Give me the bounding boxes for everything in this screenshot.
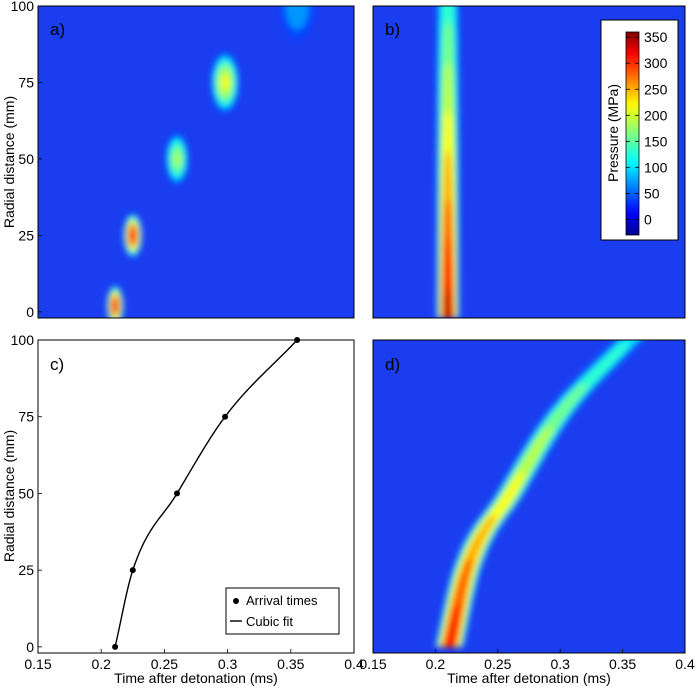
- legend-marker-arrival: [233, 598, 239, 604]
- legend-label-fit: Cubic fit: [246, 614, 293, 629]
- y-tick-label: 25: [18, 562, 34, 578]
- panel-d-xticks: 0.15 0.2 0.25 0.3 0.35 0.4: [359, 649, 695, 672]
- pressure-contour: [221, 75, 229, 90]
- arrival-time-point: [174, 490, 181, 497]
- colorbar-box: [600, 19, 679, 241]
- colorbar-bar: [625, 31, 640, 236]
- arrival-time-points: [112, 337, 301, 650]
- arrival-time-point: [112, 643, 119, 650]
- x-tick-label: 0.2: [426, 656, 446, 672]
- arrival-time-point: [129, 567, 136, 574]
- pressure-contour: [112, 299, 118, 313]
- panel-c-label: c): [50, 355, 64, 374]
- panel-b-contours: [436, 6, 460, 318]
- panel-d-background: [373, 340, 685, 653]
- x-tick-label: 0.4: [675, 656, 695, 672]
- pressure-contour: [129, 228, 136, 243]
- panel-a-frame: [37, 5, 355, 319]
- colorbar-tick-label: 300: [644, 55, 668, 71]
- pressure-contour: [442, 6, 453, 318]
- colorbar-tick-label: 50: [644, 185, 660, 201]
- x-tick-label: 0.3: [550, 656, 570, 672]
- y-tick-label: 100: [11, 0, 35, 14]
- y-tick-label: 100: [11, 332, 35, 348]
- colorbar-tick-label: 100: [644, 159, 668, 175]
- panel-d: d) 0.15 0.2 0.25 0.3 0.35 0.4 Time after deto…: [359, 339, 695, 686]
- legend-box: [225, 587, 340, 635]
- panel-d-frame: [372, 339, 686, 654]
- pressure-contour: [285, 6, 309, 30]
- colorbar: 350 300 250 200 150 100 50 0 Pressure (MPa): [600, 19, 679, 241]
- y-tick-label: 50: [18, 151, 34, 167]
- x-tick-label: 0.35: [277, 656, 304, 672]
- x-tick-label: 0.4: [344, 656, 364, 672]
- panel-a-contours: [106, 6, 314, 318]
- x-tick-label: 0.35: [609, 656, 636, 672]
- legend-label-arrival: Arrival times: [246, 593, 318, 608]
- pressure-contour: [443, 605, 461, 647]
- x-tick-label: 0.2: [91, 656, 111, 672]
- colorbar-label: Pressure (MPa): [605, 84, 621, 182]
- panel-d-xlabel: Time after detonation (ms): [447, 670, 611, 686]
- panel-d-label: d): [385, 355, 400, 374]
- y-tick-label: 0: [26, 639, 34, 655]
- panel-c-xlabel: Time after detonation (ms): [114, 670, 278, 686]
- x-tick-label: 0.3: [218, 656, 238, 672]
- panel-a: a) 0 25 50 75 100 Radial distance (mm): [1, 0, 355, 320]
- colorbar-tick-label: 250: [644, 81, 668, 97]
- y-tick-label: 0: [26, 304, 34, 320]
- panel-c: 0 25 50 75 100 0.15 0.2 0.25 0.3 0.35 0.4 c) Radia…: [1, 332, 364, 686]
- panel-c-ylabel: Radial distance (mm): [1, 430, 17, 562]
- panel-b-label: b): [385, 20, 400, 39]
- x-tick-label: 0.25: [151, 656, 178, 672]
- pressure-contour: [174, 152, 180, 166]
- colorbar-tick-label: 350: [644, 29, 668, 45]
- colorbar-tick-label: 150: [644, 133, 668, 149]
- x-tick-label: 0.15: [24, 656, 51, 672]
- panel-a-ylabel: Radial distance (mm): [1, 96, 17, 228]
- panel-c-frame: [37, 339, 355, 654]
- panel-a-yticks: 0 25 50 75 100: [11, 0, 42, 320]
- panel-d-contours: [434, 340, 643, 647]
- y-tick-label: 50: [18, 485, 34, 501]
- y-tick-label: 75: [18, 409, 34, 425]
- y-tick-label: 75: [18, 74, 34, 90]
- x-tick-label: 0.25: [484, 656, 511, 672]
- panel-c-ticks: 0 25 50 75 100 0.15 0.2 0.25 0.3 0.35 0.4: [11, 332, 364, 672]
- panel-a-background: [38, 6, 354, 318]
- legend: Arrival times Cubic fit: [225, 587, 340, 635]
- x-tick-label: 0.15: [359, 656, 386, 672]
- colorbar-tick-label: 0: [644, 211, 652, 227]
- panel-a-label: a): [50, 20, 65, 39]
- arrival-time-point: [222, 413, 229, 420]
- pressure-contour: [441, 6, 454, 318]
- colorbar-ticks: 350 300 250 200 150 100 50 0: [626, 29, 668, 227]
- colorbar-tick-label: 200: [644, 107, 668, 123]
- panel-b-frame: [372, 5, 686, 319]
- panel-b: b) 350 300 250 200 150 100 50 0 Pressure (MPa): [372, 5, 686, 319]
- y-tick-label: 25: [18, 227, 34, 243]
